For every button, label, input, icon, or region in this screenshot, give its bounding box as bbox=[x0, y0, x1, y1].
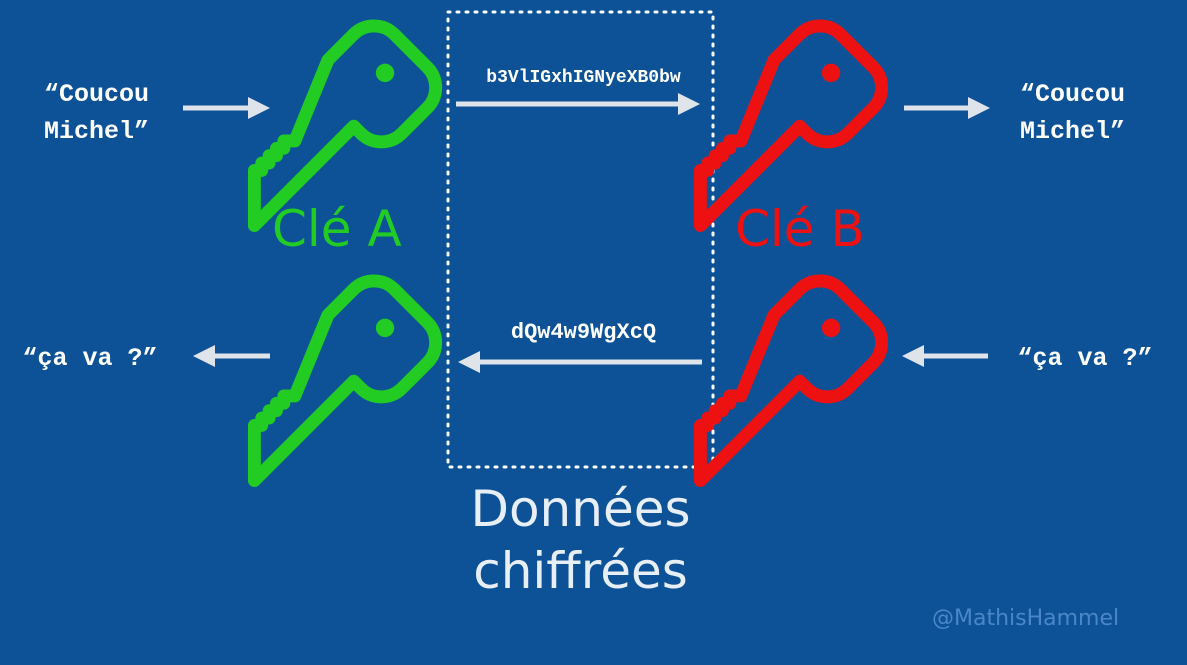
arrow-right-icon bbox=[904, 97, 990, 119]
plaintext-incoming-a: “ça va ?” bbox=[22, 344, 158, 373]
author-handle: @MathisHammel bbox=[932, 606, 1120, 631]
key-a-bottom-icon bbox=[254, 281, 435, 481]
arrow-right-icon bbox=[456, 93, 700, 115]
key-a-top-icon bbox=[254, 26, 435, 226]
arrow-right-icon bbox=[183, 97, 270, 119]
key-a-label: Clé A bbox=[272, 200, 402, 258]
encrypted-data-label: Données chiffrées bbox=[470, 480, 691, 600]
arrow-left-icon bbox=[458, 351, 702, 373]
arrow-left-icon bbox=[902, 345, 988, 367]
key-b-top-icon bbox=[700, 26, 881, 226]
key-b-bottom-icon bbox=[700, 281, 881, 481]
plaintext-outgoing-a: “Coucou Michel” bbox=[43, 80, 150, 146]
plaintext-outgoing-b: “ça va ?” bbox=[1017, 344, 1153, 373]
plaintext-incoming-b: “Coucou Michel” bbox=[1019, 80, 1126, 146]
arrow-left-icon bbox=[193, 345, 270, 367]
key-b-label: Clé B bbox=[735, 200, 865, 258]
ciphertext-top: b3VlIGxhIGNyeXB0bw bbox=[486, 68, 681, 88]
ciphertext-bottom: dQw4w9WgXcQ bbox=[510, 320, 657, 345]
